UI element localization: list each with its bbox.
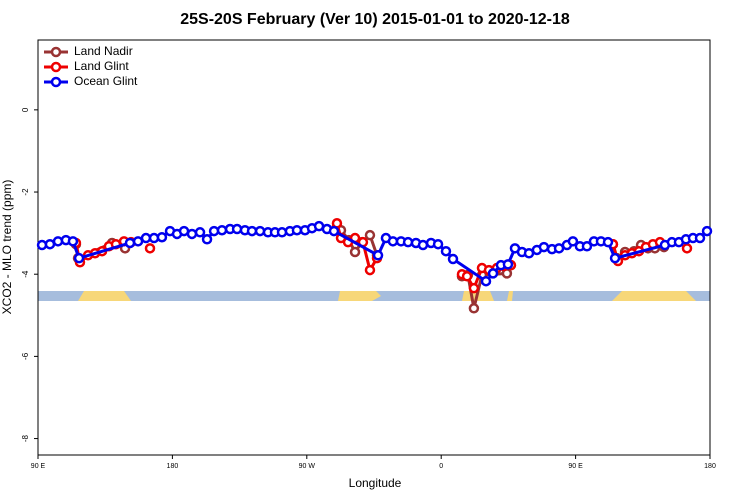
y-axis-label: XCO2 - MLO trend (ppm) [0,180,14,315]
data-point [52,236,64,247]
data-point [538,241,550,253]
data-point [216,224,228,236]
data-point [364,264,376,276]
data-point [67,236,79,247]
legend-label: Land Nadir [74,44,133,58]
x-tick-label: 90 E [568,463,583,470]
data-point [681,243,693,254]
land-mask [38,291,710,301]
series [36,220,713,287]
data-point [194,227,206,238]
data-point [124,237,136,249]
data-point [246,225,258,237]
data-point [417,239,429,251]
data-point [694,232,706,244]
chart-title: 25S-20S February (Ver 10) 2015-01-01 to … [180,11,570,28]
data-point [364,229,376,241]
data-point [186,228,198,240]
land-band [78,291,131,301]
data-point [291,224,303,236]
data-point [468,282,480,294]
data-point [487,268,499,279]
data-point [276,227,288,238]
data-point [156,231,168,243]
data-point [231,223,243,235]
data-point [144,243,156,254]
x-tick-label: 0 [439,463,443,470]
data-point [502,259,514,270]
y-tick-label: -8 [21,434,30,442]
data-point [328,225,340,237]
data-point [567,236,579,247]
data-point [468,303,480,314]
legend-label: Ocean Glint [74,74,138,88]
data-point [701,225,713,237]
data-point [140,232,152,244]
legend-marker [50,46,62,58]
legend-marker [50,76,62,88]
data-point [372,250,384,261]
data-point [349,246,361,258]
land-band [507,291,513,301]
data-point [480,275,492,287]
x-tick-label: 90 W [299,463,316,470]
x-tick-label: 180 [167,463,179,470]
data-point [387,236,399,247]
legend-label: Land Glint [74,59,129,73]
data-point [609,252,621,264]
y-tick-label: 0 [21,107,30,112]
x-tick-label: 90 E [31,463,46,470]
data-point [461,271,473,282]
data-point [201,234,213,245]
data-point [73,252,85,264]
data-point [440,245,452,257]
land-band [612,291,696,301]
data-point [254,225,266,237]
x-tick-label: 180 [704,463,716,470]
x-axis-label: Longitude [349,476,402,490]
data-point [447,253,459,265]
data-point [602,236,614,248]
data-point [581,241,593,252]
y-tick-label: -6 [21,352,30,360]
legend-marker [50,61,62,73]
y-tick-label: -2 [21,188,30,196]
data-point [44,238,56,250]
data-point [432,238,444,250]
y-tick-label: -4 [21,270,30,278]
land-band [338,291,381,301]
